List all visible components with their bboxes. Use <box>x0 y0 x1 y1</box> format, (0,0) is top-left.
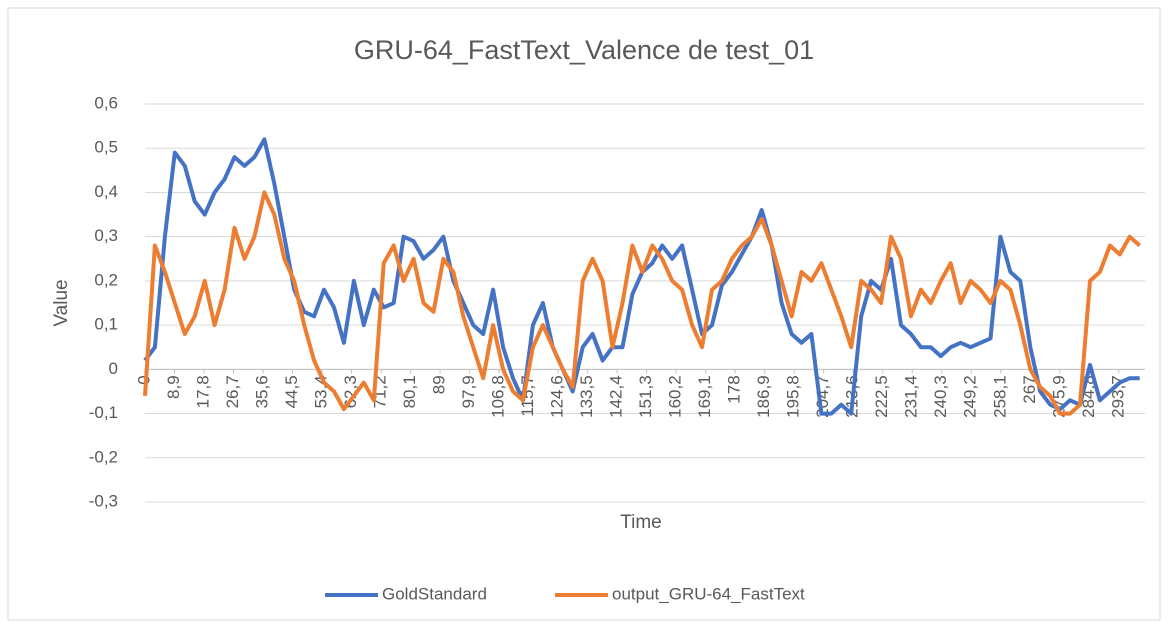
y-tick-label: 0,4 <box>94 182 118 201</box>
y-tick-label: 0 <box>109 359 118 378</box>
y-tick-label: 0,1 <box>94 315 118 334</box>
x-tick-label: 8,9 <box>164 375 183 399</box>
legend-label: output_GRU-64_FastText <box>612 584 805 603</box>
x-tick-label: 44,5 <box>282 375 301 408</box>
x-tick-label: 80,1 <box>400 375 419 408</box>
y-tick-label: -0,1 <box>89 403 118 422</box>
series-line <box>143 190 1142 416</box>
x-tick-label: 97,9 <box>459 375 478 408</box>
chart-title: GRU-64_FastText_Valence de test_01 <box>354 35 814 65</box>
x-tick-label: 124,6 <box>548 375 567 418</box>
y-tick-label: -0,3 <box>89 491 118 510</box>
x-tick-label: 160,2 <box>666 375 685 418</box>
legend-label: GoldStandard <box>382 584 487 603</box>
x-tick-label: 195,8 <box>784 375 803 418</box>
x-tick-label: 0 <box>134 375 153 384</box>
y-axis-label: Value <box>51 279 72 326</box>
x-tick-label: 133,5 <box>577 375 596 418</box>
x-tick-label: 186,9 <box>754 375 773 418</box>
x-tick-label: 178 <box>725 375 744 403</box>
x-tick-label: 35,6 <box>253 375 272 408</box>
x-tick-label: 267 <box>1020 375 1039 403</box>
x-tick-label: 106,8 <box>489 375 508 418</box>
x-tick-label: 249,2 <box>961 375 980 418</box>
y-tick-label: 0,5 <box>94 138 118 157</box>
x-tick-label: 62,3 <box>341 375 360 408</box>
y-tick-label: -0,2 <box>89 447 118 466</box>
x-tick-label: 240,3 <box>931 375 950 418</box>
x-tick-label: 142,4 <box>607 375 626 418</box>
x-tick-label: 169,1 <box>695 375 714 418</box>
y-tick-label: 0,6 <box>94 93 118 112</box>
x-tick-label: 115,7 <box>518 375 537 416</box>
x-tick-label: 17,8 <box>194 375 213 408</box>
x-axis-label: Time <box>620 512 662 533</box>
y-tick-label: 0,3 <box>94 226 118 245</box>
x-tick-label: 151,3 <box>636 375 655 418</box>
x-tick-label: 231,4 <box>902 375 921 418</box>
y-tick-label: 0,2 <box>94 270 118 289</box>
x-tick-label: 89 <box>430 375 449 394</box>
x-tick-label: 222,5 <box>872 375 891 418</box>
x-tick-label: 258,1 <box>990 375 1009 418</box>
chart-border <box>7 7 1161 621</box>
x-tick-label: 26,7 <box>223 375 242 408</box>
